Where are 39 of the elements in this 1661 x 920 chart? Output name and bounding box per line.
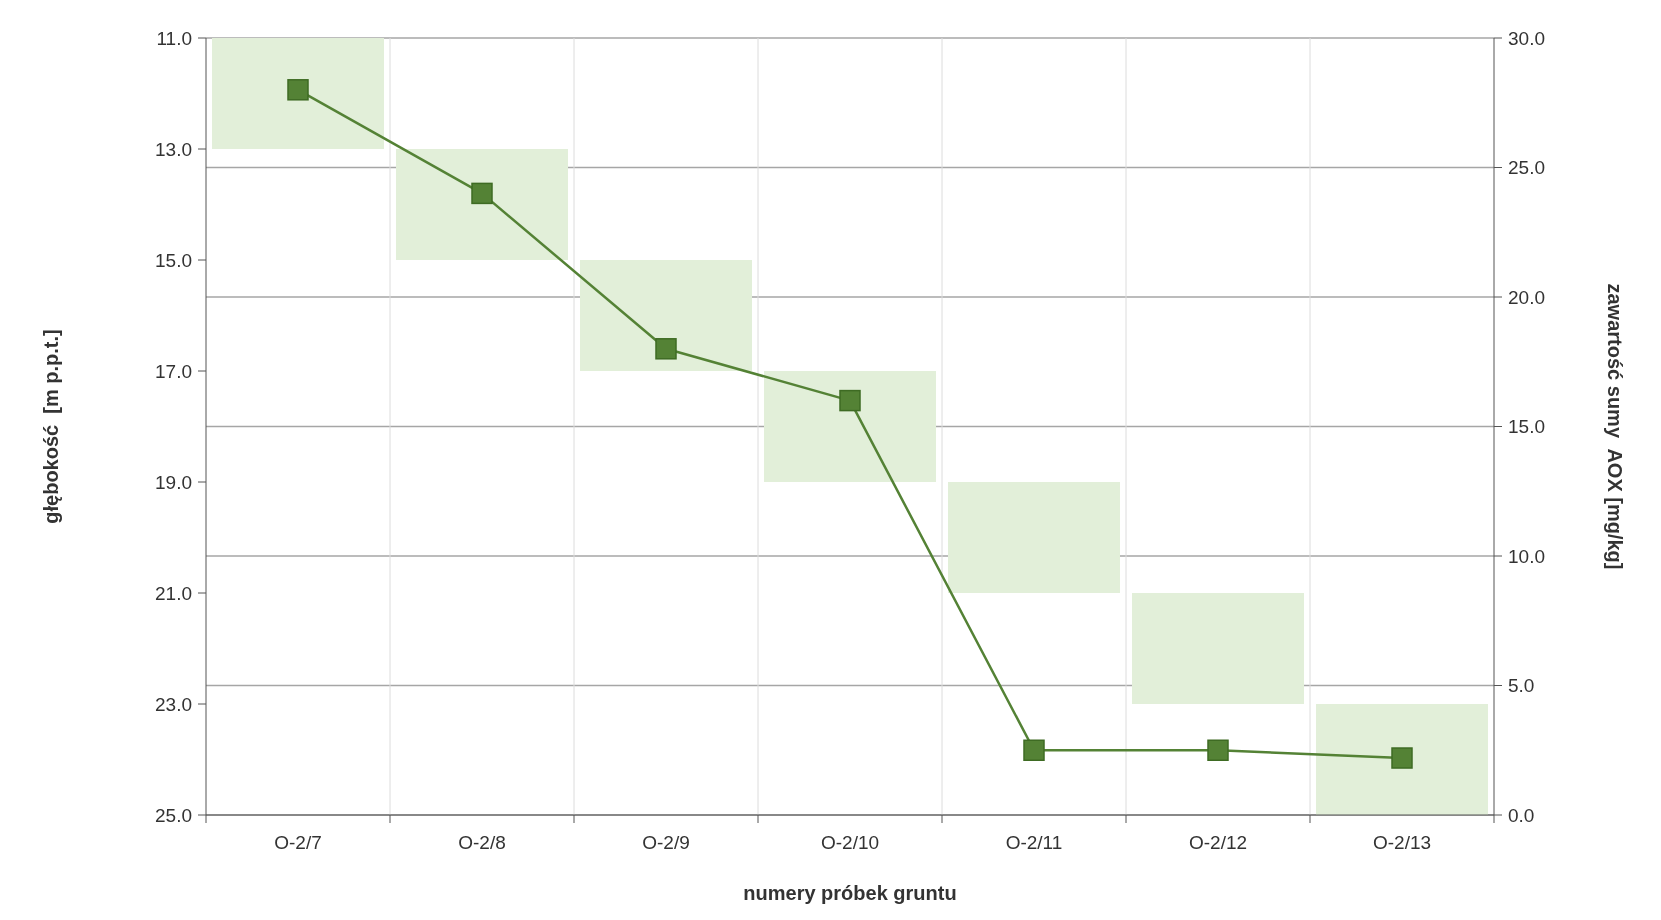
y2-tick-label: 20.0: [1508, 286, 1545, 308]
bar: [1316, 704, 1488, 815]
point: [471, 182, 493, 205]
y-tick-label: 15.0: [155, 249, 192, 271]
y-tick-label: 23.0: [155, 693, 192, 715]
bar: [212, 38, 384, 149]
y-axis-title: głębokość [m p.p.t.]: [40, 329, 62, 524]
x-tick-label: O-2/8: [458, 832, 506, 853]
point: [1023, 739, 1045, 761]
y2-axis-title: zawartość sumy AOX [mg/kg]: [1604, 283, 1626, 570]
bar: [1132, 593, 1304, 704]
y2-tick-label: 10.0: [1508, 545, 1545, 567]
y2-tick-label: 25.0: [1508, 157, 1545, 179]
y2-tick-label: 30.0: [1508, 27, 1545, 49]
y-tick-label: 13.0: [155, 138, 192, 160]
y-tick-label: 19.0: [155, 471, 192, 493]
y2-tick-label: 15.0: [1508, 416, 1545, 438]
bar: [948, 482, 1120, 593]
x-tick-label: O-2/9: [642, 832, 690, 853]
x-tick-label: O-2/11: [1005, 832, 1063, 853]
x-axis-title: numery próbek gruntu: [743, 882, 957, 904]
bar: [396, 149, 568, 260]
x-tick-label: O-2/7: [274, 832, 322, 853]
x-tick-label: O-2/12: [1188, 832, 1248, 853]
x-tick-label: O-2/10: [820, 832, 880, 853]
x-tick-label: O-2/13: [1372, 832, 1432, 853]
point: [1391, 747, 1413, 769]
y-tick-label: 25.0: [155, 804, 192, 826]
y-tick-label: 21.0: [155, 582, 192, 604]
y-tick-label: 11.0: [156, 27, 192, 49]
bar: [764, 371, 936, 482]
y-tick-label: 17.0: [155, 360, 192, 382]
point: [655, 338, 677, 360]
point: [1207, 739, 1229, 761]
y2-tick-label: 5.0: [1508, 675, 1535, 697]
point: [287, 79, 309, 101]
point: [839, 389, 861, 412]
bar: [580, 260, 752, 371]
y2-tick-label: 0.0: [1508, 804, 1535, 826]
